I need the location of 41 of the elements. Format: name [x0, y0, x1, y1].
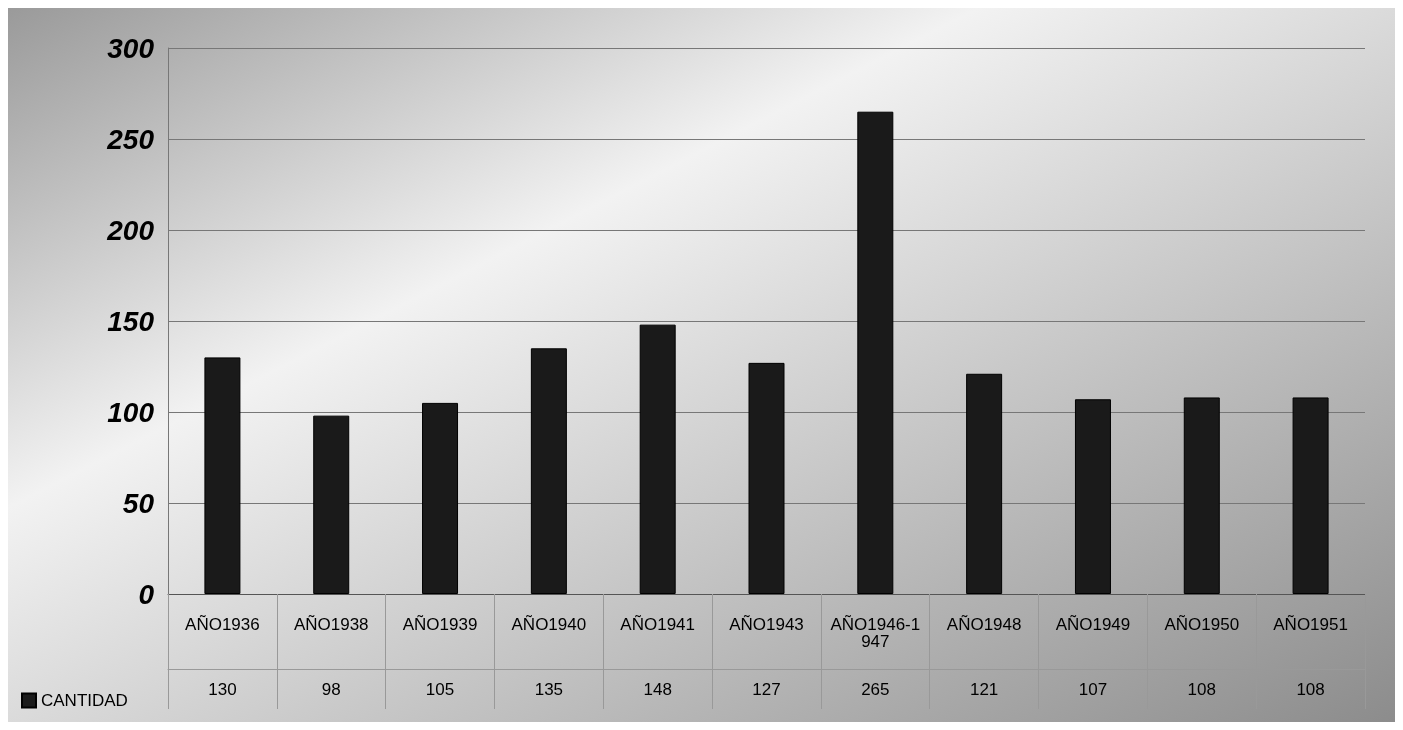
data-label: 107 [1078, 680, 1108, 699]
bar [422, 402, 459, 594]
y-tick-label: 250 [106, 123, 155, 155]
x-tick-label: AÑO1951 [1273, 615, 1348, 634]
bar [748, 362, 785, 594]
y-tick-label: 200 [106, 214, 155, 246]
x-tick-label: AÑO1941 [620, 615, 696, 634]
data-label: 135 [534, 680, 564, 699]
bar [966, 373, 1003, 594]
bar [1074, 399, 1111, 594]
x-tick-label: AÑO1949 [1055, 615, 1131, 634]
legend-label: CANTIDAD [41, 691, 128, 710]
data-label: 121 [969, 680, 999, 699]
data-label: 127 [752, 680, 781, 699]
y-tick-label: 0 [138, 578, 155, 610]
bar [1183, 397, 1220, 594]
bar [1292, 397, 1329, 594]
y-tick-label: 100 [107, 396, 155, 428]
x-tick-label: AÑO1943 [729, 615, 804, 634]
bar [204, 357, 241, 594]
x-tick-label: AÑO1938 [293, 615, 369, 634]
data-label: 98 [321, 680, 341, 699]
y-tick-label: 300 [107, 32, 155, 64]
x-tick-label: AÑO1950 [1164, 615, 1240, 634]
data-label: 108 [1187, 680, 1216, 699]
x-tick-label: AÑO1939 [402, 615, 478, 634]
data-label: 108 [1296, 680, 1325, 699]
bar [313, 415, 350, 594]
bar [530, 348, 567, 594]
data-label: 265 [861, 680, 890, 699]
bar [639, 324, 676, 594]
x-tick-label: AÑO1948 [946, 615, 1022, 634]
data-label: 130 [208, 680, 237, 699]
data-label: 105 [425, 680, 455, 699]
data-label: 148 [643, 680, 672, 699]
y-tick-label: 50 [122, 487, 155, 519]
bar [857, 111, 894, 594]
x-tick-label: AÑO1940 [511, 615, 587, 634]
x-tick-label: AÑO1946-1947 [830, 615, 921, 651]
x-tick-label: AÑO1936 [185, 615, 260, 634]
y-tick-label: 150 [107, 305, 155, 337]
